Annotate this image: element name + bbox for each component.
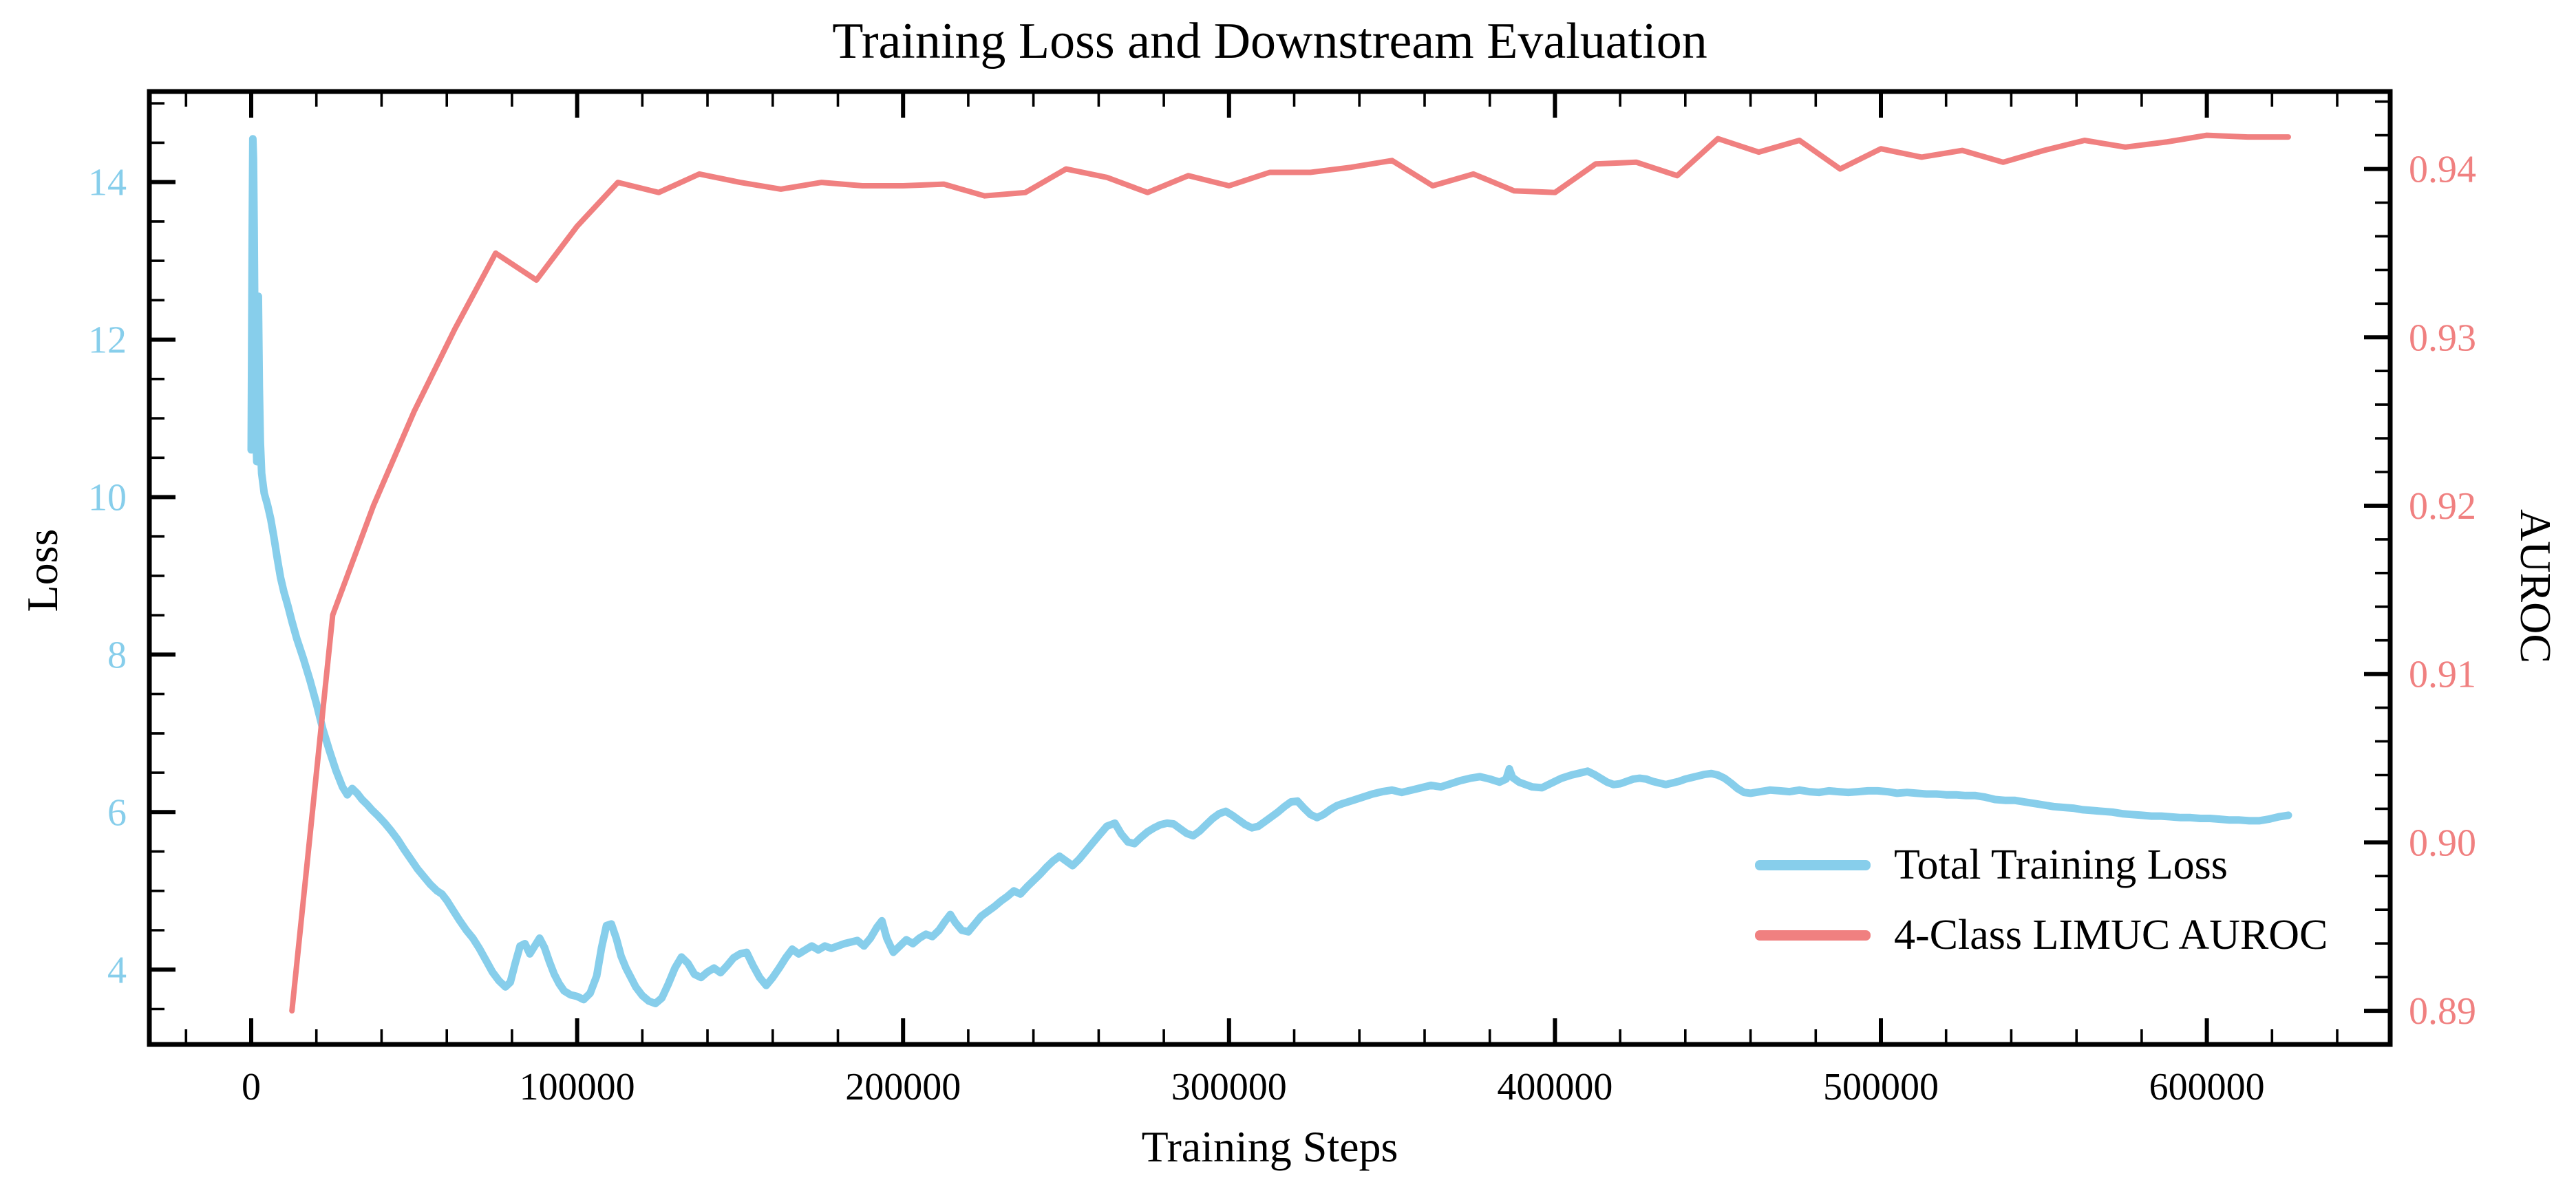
loss-line-swatch: [1755, 859, 1871, 870]
x-tick-label: 500000: [1823, 1066, 1939, 1108]
y-right-tick-label: 0.93: [2409, 316, 2476, 359]
y-axis-label-left: Loss: [18, 528, 67, 612]
legend-item-auroc: 4-Class LIMUC AUROC: [1755, 910, 2328, 961]
legend-label-loss: Total Training Loss: [1894, 841, 2228, 888]
chart-title: Training Loss and Downstream Evaluation: [832, 13, 1707, 69]
legend-item-loss: Total Training Loss: [1755, 839, 2328, 890]
legend: Total Training Loss 4-Class LIMUC AUROC: [1755, 839, 2328, 961]
x-tick-label: 300000: [1171, 1066, 1287, 1108]
y-right-tick-label: 0.91: [2409, 654, 2476, 696]
legend-label-auroc: 4-Class LIMUC AUROC: [1894, 912, 2328, 958]
x-tick-label: 600000: [2149, 1066, 2265, 1108]
y-left-tick-label: 14: [88, 162, 127, 204]
y-right-tick-label: 0.89: [2409, 990, 2476, 1033]
x-tick-label: 100000: [520, 1066, 635, 1108]
y-left-tick-label: 10: [88, 477, 127, 519]
auroc-line-swatch: [1755, 930, 1871, 941]
x-tick-label: 200000: [845, 1066, 961, 1108]
y-axis-label-right: AUROC: [2511, 508, 2560, 664]
x-tick-label: 0: [242, 1066, 261, 1108]
y-right-tick-label: 0.90: [2409, 822, 2476, 864]
y-right-tick-label: 0.92: [2409, 485, 2476, 528]
auroc-line: [289, 132, 2291, 1014]
loss-line: [247, 135, 2292, 1007]
x-axis-label: Training Steps: [1141, 1122, 1398, 1171]
y-left-tick-label: 6: [107, 791, 127, 834]
axes-frame: [147, 89, 2393, 1047]
y-left-tick-label: 12: [88, 319, 127, 362]
y-right-tick-label: 0.94: [2409, 149, 2476, 191]
y-left-tick-label: 8: [107, 634, 127, 676]
x-tick-label: 400000: [1497, 1066, 1612, 1108]
y-left-tick-label: 4: [107, 949, 127, 991]
